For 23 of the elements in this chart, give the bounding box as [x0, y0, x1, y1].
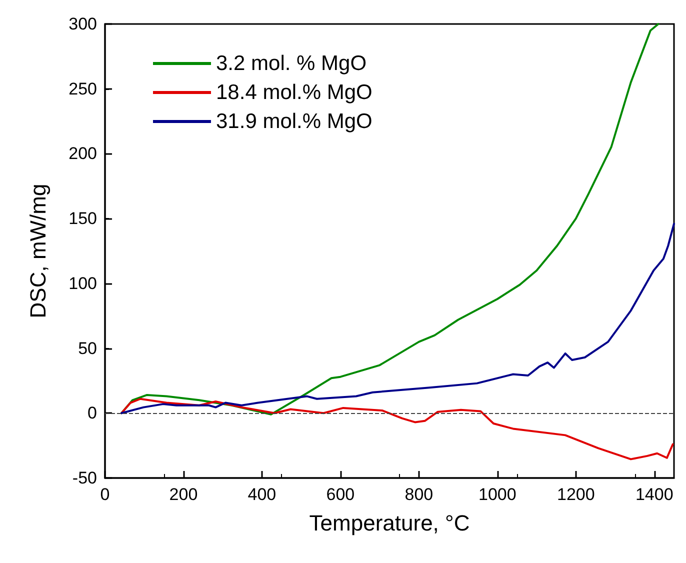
- x-tick-label: 0: [100, 485, 110, 504]
- x-tick-label: 1200: [556, 485, 595, 504]
- y-tick-label: 250: [68, 79, 97, 98]
- x-tick-label: 800: [404, 485, 434, 504]
- x-tick-label: 1000: [478, 485, 516, 504]
- y-tick-label: 50: [78, 338, 97, 358]
- y-tick-label: 200: [68, 144, 97, 164]
- legend-label: 18.4 mol.% MgO: [216, 81, 372, 104]
- x-axis-title: Temperature, °C: [309, 510, 470, 536]
- line-series: [120, 398, 674, 460]
- x-tick-label: 1400: [635, 485, 674, 504]
- y-tick-label: 100: [68, 274, 97, 293]
- y-tick-label: 150: [68, 209, 97, 228]
- line-series: [120, 222, 675, 414]
- y-tick-label: 300: [68, 14, 97, 34]
- y-tick-label: 0: [88, 404, 97, 423]
- x-tick-label: 600: [326, 485, 355, 504]
- y-axis-title: DSC, mW/mg: [26, 184, 50, 318]
- legend-label: 3.2 mol. % MgO: [216, 52, 367, 75]
- y-tick-label: -50: [72, 468, 97, 488]
- x-tick-label: 400: [248, 485, 276, 504]
- legend-label: 31.9 mol.% MgO: [216, 110, 372, 133]
- x-tick-label: 200: [169, 485, 198, 504]
